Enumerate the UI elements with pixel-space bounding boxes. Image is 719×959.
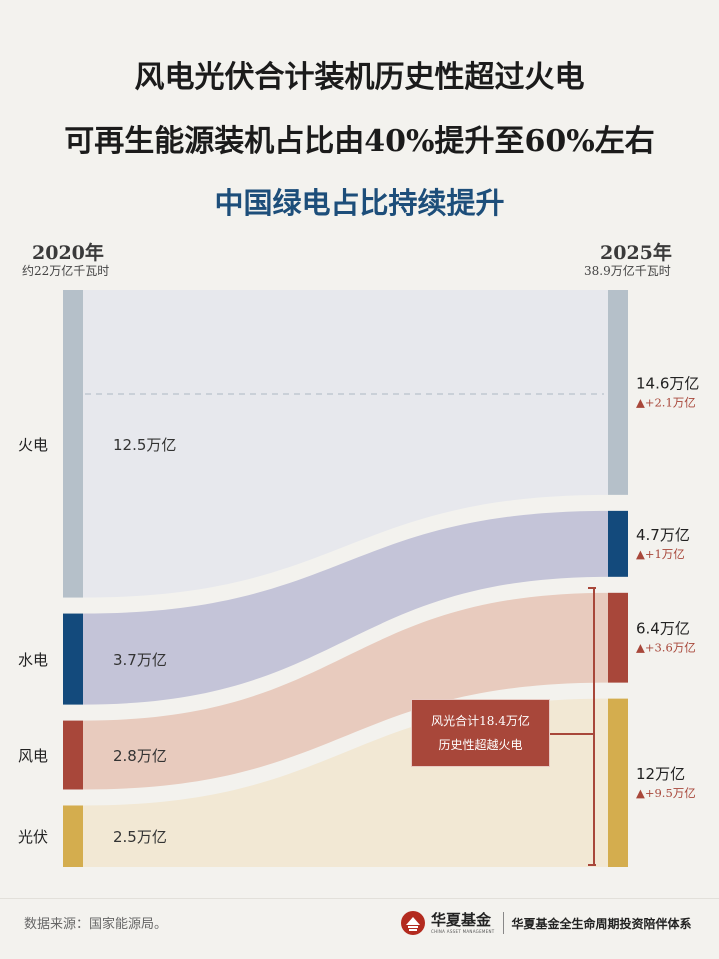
flow-thermal [83, 290, 608, 598]
change-label-thermal: ▲+2.1万亿 [636, 395, 696, 409]
change-label-hydro: ▲+1万亿 [636, 547, 685, 561]
value-2020-label-solar: 2.5万亿 [113, 828, 167, 846]
left-year-label: 2020年 [32, 242, 104, 264]
bar-2020-thermal [63, 290, 83, 598]
bar-2020-wind [63, 720, 83, 790]
left-total-label: 约22万亿千瓦时 [22, 264, 110, 278]
value-2025-label-hydro: 4.7万亿 [636, 526, 690, 544]
callout-line-2: 历史性超越火电 [438, 738, 523, 752]
value-2020-label-hydro: 3.7万亿 [113, 651, 167, 669]
bar-2025-thermal [608, 290, 628, 495]
flow-wind [83, 592, 608, 790]
change-label-wind: ▲+3.6万亿 [636, 641, 696, 655]
bar-2025-hydro [608, 510, 628, 577]
wind-solar-callout: 风光合计18.4万亿 历史性超越火电 [411, 699, 550, 767]
brand-separator [502, 912, 504, 934]
headline-line-2: 可再生能源装机占比由40%提升至60%左右 [64, 124, 655, 159]
right-year-label: 2025年 [600, 242, 672, 264]
category-label-hydro: 水电 [18, 651, 48, 669]
value-2020-label-thermal: 12.5万亿 [113, 436, 176, 454]
group-bracket-bottom [588, 864, 596, 866]
footer-divider [0, 898, 719, 899]
group-bracket-connector [550, 733, 594, 735]
bar-2020-hydro [63, 613, 83, 705]
bar-2025-solar [608, 698, 628, 867]
category-label-solar: 光伏 [18, 828, 48, 846]
brand-block: 华夏基金 CHINA ASSET MANAGEMENT 华夏基金全生命周期投资陪… [400, 905, 692, 941]
change-label-solar: ▲+9.5万亿 [636, 786, 696, 800]
bar-2025-wind [608, 592, 628, 683]
callout-line-1: 风光合计18.4万亿 [431, 714, 530, 728]
value-2025-label-thermal: 14.6万亿 [636, 374, 699, 392]
group-bracket-top [588, 587, 596, 589]
headline-line-1: 风电光伏合计装机历史性超过火电 [134, 60, 585, 95]
right-total-label: 38.9万亿千瓦时 [584, 264, 671, 278]
data-source: 数据来源：国家能源局。 [24, 917, 168, 932]
brand-logo-icon [401, 911, 425, 935]
value-2020-label-wind: 2.8万亿 [113, 747, 167, 765]
chart-title: 中国绿电占比持续提升 [214, 186, 505, 220]
group-bracket [593, 587, 595, 866]
brand-name: 华夏基金 [431, 910, 492, 929]
category-label-wind: 风电 [18, 747, 48, 765]
bar-2020-solar [63, 805, 83, 867]
category-label-thermal: 火电 [18, 436, 48, 454]
brand-english-name: CHINA ASSET MANAGEMENT [431, 928, 495, 934]
flow-hydro [83, 510, 608, 705]
value-2025-label-wind: 6.4万亿 [636, 620, 690, 638]
brand-slogan: 华夏基金全生命周期投资陪伴体系 [511, 916, 692, 931]
value-2025-label-solar: 12万亿 [636, 765, 685, 783]
